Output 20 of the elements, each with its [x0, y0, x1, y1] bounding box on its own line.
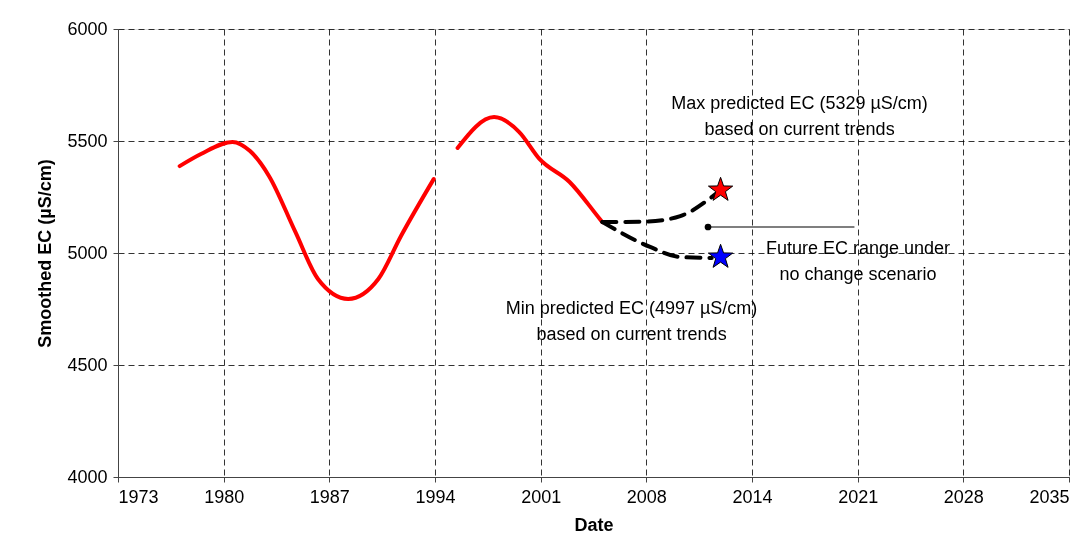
- x-tick-label: 1973: [118, 486, 159, 507]
- annotation: Min predicted EC (4997 µS/cm) based on current trends: [505, 298, 758, 345]
- x-tick-label: 1980: [204, 486, 245, 507]
- x-tick-label: 2001: [521, 486, 562, 507]
- y-tick-label: 5000: [67, 242, 108, 263]
- x-axis-title: Date: [574, 514, 614, 535]
- y-tick-label: 5500: [67, 130, 108, 151]
- y-axis-title: Smoothed EC (µS/cm): [35, 159, 56, 348]
- y-tick-label: 4500: [67, 354, 108, 375]
- y-tick-label: 4000: [67, 466, 108, 487]
- x-tick-label: 2014: [732, 486, 773, 507]
- x-tick-label: 2035: [1029, 486, 1070, 507]
- x-tick-label: 1987: [309, 486, 350, 507]
- x-tick-label: 1994: [415, 486, 456, 507]
- y-tick-label: 6000: [67, 18, 108, 39]
- x-tick-label: 2008: [626, 486, 667, 507]
- annotation: Future EC range under no change scenario: [765, 238, 951, 285]
- x-tick-label: 2021: [838, 486, 879, 507]
- x-tick-label: 2028: [943, 486, 984, 507]
- annotation: Max predicted EC (5329 µS/cm) based on current trends: [671, 93, 928, 140]
